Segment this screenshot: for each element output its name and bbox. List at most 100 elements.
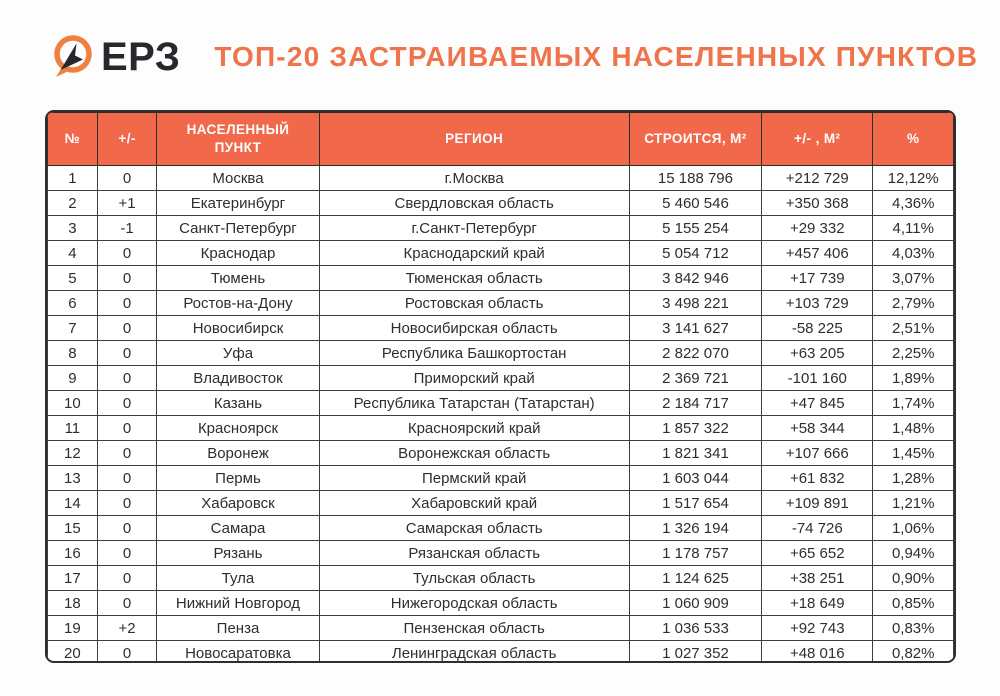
share-percent-cell: 4,03% [872, 240, 954, 266]
table-row: 14 0 Хабаровск Хабаровский край 1 517 654 +10… [47, 490, 954, 516]
column-header-position-change: +/- [96, 112, 158, 166]
table-row: 9 0 Владивосток Приморский край 2 369 721 -10… [47, 365, 954, 391]
region-cell: Нижегородская область [318, 590, 630, 616]
table-head: № +/- НАСЕЛЕННЫЙ ПУНКТ РЕГИОН СТРОИТСЯ, М² +/… [47, 112, 954, 166]
area-under-construction-cell: 2 184 717 [628, 390, 763, 416]
position-change-cell: +1 [96, 190, 158, 216]
share-percent-cell: 1,21% [872, 490, 954, 516]
share-percent-cell: 1,74% [872, 390, 954, 416]
share-percent-cell: 1,28% [872, 465, 954, 491]
logo-text: ЕРЗ [101, 35, 181, 79]
position-change-cell: 0 [96, 415, 158, 441]
rank-cell: 16 [47, 540, 98, 566]
area-change-cell: -74 726 [761, 515, 874, 541]
position-change-cell: 0 [96, 440, 158, 466]
settlement-cell: Уфа [156, 340, 320, 366]
top20-table: № +/- НАСЕЛЕННЫЙ ПУНКТ РЕГИОН СТРОИТСЯ, М² +/… [47, 112, 954, 661]
table-row: 10 0 Казань Республика Татарстан (Татарстан… [47, 390, 954, 416]
position-change-cell: 0 [96, 265, 158, 291]
rank-cell: 6 [47, 290, 98, 316]
position-change-cell: 0 [96, 390, 158, 416]
area-change-cell: +18 649 [761, 590, 874, 616]
area-under-construction-cell: 3 141 627 [628, 315, 763, 341]
share-percent-cell: 1,45% [872, 440, 954, 466]
share-percent-cell: 4,11% [872, 215, 954, 241]
table-row: 12 0 Воронеж Воронежская область 1 821 341 +1… [47, 440, 954, 466]
region-cell: Красноярский край [318, 415, 630, 441]
area-under-construction-cell: 1 060 909 [628, 590, 763, 616]
position-change-cell: 0 [96, 165, 158, 191]
settlement-cell: Самара [156, 515, 320, 541]
settlement-cell: Москва [156, 165, 320, 191]
settlement-cell: Рязань [156, 540, 320, 566]
region-cell: Краснодарский край [318, 240, 630, 266]
region-cell: Республика Татарстан (Татарстан) [318, 390, 630, 416]
share-percent-cell: 1,89% [872, 365, 954, 391]
settlement-cell: Тула [156, 565, 320, 591]
table-row: 8 0 Уфа Республика Башкортостан 2 822 070 +63… [47, 340, 954, 366]
region-cell: Самарская область [318, 515, 630, 541]
rank-cell: 18 [47, 590, 98, 616]
position-change-cell: 0 [96, 640, 158, 661]
table-row: 18 0 Нижний Новгород Нижегородская область 1… [47, 590, 954, 616]
area-under-construction-cell: 5 460 546 [628, 190, 763, 216]
area-under-construction-cell: 2 369 721 [628, 365, 763, 391]
page-title: ТОП-20 ЗАСТРАИВАЕМЫХ НАСЕЛЕННЫХ ПУНКТОВ [214, 41, 979, 72]
rank-cell: 5 [47, 265, 98, 291]
share-percent-cell: 3,07% [872, 265, 954, 291]
table-row: 17 0 Тула Тульская область 1 124 625 +38 251 0… [47, 565, 954, 591]
area-change-cell: +109 891 [761, 490, 874, 516]
region-cell: г.Санкт-Петербург [318, 215, 630, 241]
share-percent-cell: 1,06% [872, 515, 954, 541]
region-cell: Ленинградская область [318, 640, 630, 661]
settlement-cell: Владивосток [156, 365, 320, 391]
rank-cell: 20 [47, 640, 98, 661]
region-cell: Ростовская область [318, 290, 630, 316]
top20-table-container: № +/- НАСЕЛЕННЫЙ ПУНКТ РЕГИОН СТРОИТСЯ, М² +/… [45, 110, 956, 663]
table-row: 3 -1 Санкт-Петербург г.Санкт-Петербург 5 155… [47, 215, 954, 241]
page-header: ЕРЗ ТОП-20 ЗАСТРАИВАЕМЫХ НАСЕЛЕННЫХ ПУНК… [48, 26, 977, 88]
table-row: 2 +1 Екатеринбург Свердловская область 5 460… [47, 190, 954, 216]
rank-cell: 9 [47, 365, 98, 391]
settlement-cell: Екатеринбург [156, 190, 320, 216]
settlement-cell: Хабаровск [156, 490, 320, 516]
share-percent-cell: 0,85% [872, 590, 954, 616]
area-under-construction-cell: 1 326 194 [628, 515, 763, 541]
position-change-cell: 0 [96, 465, 158, 491]
column-header-area-change: +/- , М² [761, 112, 874, 166]
position-change-cell: 0 [96, 490, 158, 516]
table-row: 4 0 Краснодар Краснодарский край 5 054 712 +4… [47, 240, 954, 266]
position-change-cell: 0 [96, 340, 158, 366]
position-change-cell: 0 [96, 290, 158, 316]
area-change-cell: +29 332 [761, 215, 874, 241]
region-cell: Приморский край [318, 365, 630, 391]
rank-cell: 14 [47, 490, 98, 516]
rank-cell: 15 [47, 515, 98, 541]
position-change-cell: 0 [96, 515, 158, 541]
column-header-label: СТРОИТСЯ, М² [644, 131, 747, 147]
settlement-cell: Новосаратовка [156, 640, 320, 661]
table-row: 11 0 Красноярск Красноярский край 1 857 322 +… [47, 415, 954, 441]
share-percent-cell: 1,48% [872, 415, 954, 441]
settlement-cell: Краснодар [156, 240, 320, 266]
area-change-cell: +212 729 [761, 165, 874, 191]
area-under-construction-cell: 1 857 322 [628, 415, 763, 441]
area-under-construction-cell: 1 821 341 [628, 440, 763, 466]
column-header-region: РЕГИОН [318, 112, 630, 166]
column-header-label: № [64, 131, 81, 147]
area-under-construction-cell: 3 842 946 [628, 265, 763, 291]
column-header-label: % [907, 131, 920, 147]
table-row: 16 0 Рязань Рязанская область 1 178 757 +65 6… [47, 540, 954, 566]
region-cell: Хабаровский край [318, 490, 630, 516]
area-change-cell: +38 251 [761, 565, 874, 591]
rank-cell: 8 [47, 340, 98, 366]
share-percent-cell: 0,82% [872, 640, 954, 661]
rank-cell: 3 [47, 215, 98, 241]
column-header-label: РЕГИОН [445, 131, 504, 147]
area-change-cell: +65 652 [761, 540, 874, 566]
area-under-construction-cell: 1 124 625 [628, 565, 763, 591]
settlement-cell: Казань [156, 390, 320, 416]
position-change-cell: 0 [96, 565, 158, 591]
table-row: 6 0 Ростов-на-Дону Ростовская область 3 498 … [47, 290, 954, 316]
